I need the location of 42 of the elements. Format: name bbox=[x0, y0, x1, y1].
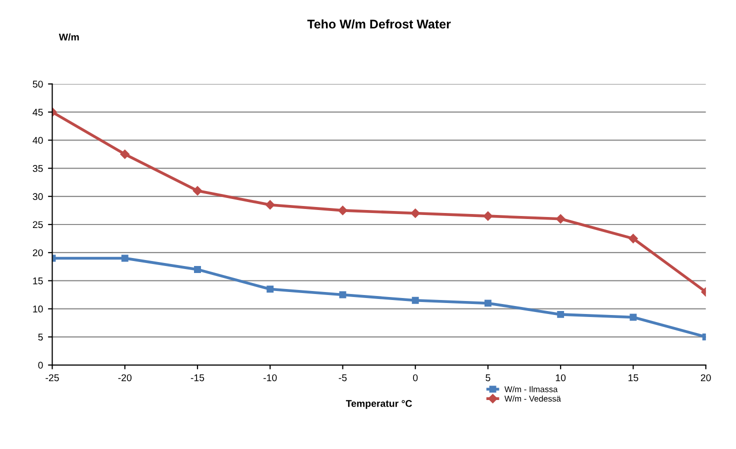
point bbox=[265, 200, 275, 210]
point bbox=[630, 314, 637, 321]
point bbox=[266, 286, 274, 293]
point bbox=[484, 300, 492, 307]
y-tick-label: 40 bbox=[32, 136, 43, 144]
point bbox=[120, 150, 130, 159]
y-tick-label: 20 bbox=[32, 249, 43, 256]
y-tick-label: 45 bbox=[32, 108, 43, 116]
point bbox=[628, 234, 638, 244]
x-tick-label: 15 bbox=[628, 374, 638, 382]
y-tick-label: 0 bbox=[38, 362, 43, 369]
x-tick-label: 0 bbox=[413, 374, 418, 382]
x-tick-label: -5 bbox=[338, 374, 347, 382]
point bbox=[194, 266, 201, 273]
x-tick-label: 20 bbox=[700, 374, 711, 382]
point bbox=[557, 310, 564, 318]
y-tick-label: 35 bbox=[32, 165, 43, 172]
point bbox=[412, 296, 419, 304]
point bbox=[410, 208, 420, 218]
y-tick-label: 5 bbox=[38, 334, 43, 341]
point bbox=[338, 206, 348, 216]
x-tick-label: -15 bbox=[190, 374, 204, 382]
point bbox=[556, 214, 566, 224]
y-tick-label: 10 bbox=[33, 306, 43, 312]
x-tick-label: -20 bbox=[118, 374, 132, 382]
y-axis-title: W/m bbox=[58, 33, 79, 41]
x-tick-label: 10 bbox=[556, 374, 566, 382]
x-axis-title: Temperatur °C bbox=[346, 400, 412, 409]
legend-label: W/m - Ilmassa bbox=[504, 386, 558, 392]
y-tick-label: 15 bbox=[33, 278, 43, 284]
point bbox=[192, 186, 202, 196]
x-tick-label: -10 bbox=[264, 374, 277, 382]
y-tick-label: 25 bbox=[32, 221, 43, 228]
y-tick-label: 30 bbox=[32, 193, 43, 200]
point bbox=[339, 291, 346, 298]
chart-title: Teho W/m Defrost Water bbox=[307, 19, 451, 29]
legend-label: W/m - Vedessä bbox=[504, 396, 561, 402]
x-tick-label: -25 bbox=[46, 374, 59, 382]
point bbox=[121, 254, 128, 262]
x-tick-label: 5 bbox=[486, 374, 490, 382]
y-tick-label: 50 bbox=[32, 80, 43, 88]
point bbox=[483, 211, 493, 221]
